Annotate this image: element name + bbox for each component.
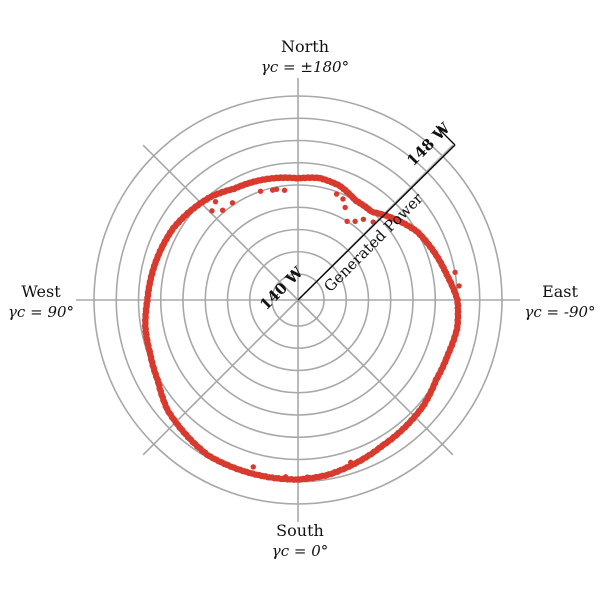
grid-spoke xyxy=(142,144,299,301)
data-point xyxy=(452,269,458,275)
data-point xyxy=(296,477,303,483)
grid-spoke xyxy=(297,299,454,456)
data-point xyxy=(348,459,354,465)
data-point xyxy=(342,204,348,211)
west-label: West xyxy=(21,282,61,301)
data-point xyxy=(212,198,219,205)
direction-labels: North γc = ±180° South γc = 0° West γc =… xyxy=(8,37,596,560)
data-point xyxy=(344,218,350,225)
east-label: East xyxy=(542,282,578,301)
data-point xyxy=(333,191,340,197)
north-gamma-label: γc = ±180° xyxy=(261,58,349,76)
east-gamma-label: γc = -90° xyxy=(524,303,595,321)
data-point xyxy=(257,188,264,194)
data-points xyxy=(141,174,462,483)
data-point xyxy=(340,196,346,202)
south-label: South xyxy=(276,521,324,540)
radial-axis-line xyxy=(297,144,456,301)
data-point xyxy=(360,216,367,222)
west-gamma-label: γc = 90° xyxy=(8,303,74,321)
data-point xyxy=(282,474,289,480)
data-point xyxy=(370,219,376,225)
radial-axis-max-label: 148 W xyxy=(403,118,454,169)
data-point xyxy=(304,474,310,480)
north-label: North xyxy=(281,37,329,56)
data-point xyxy=(209,208,215,214)
radial-axis: 140 W 148 W Generated Power xyxy=(256,118,456,314)
data-point xyxy=(456,283,462,289)
data-point xyxy=(250,464,256,470)
radial-axis-max-tick xyxy=(435,125,456,146)
data-point xyxy=(269,187,276,193)
data-point xyxy=(352,218,358,225)
data-point xyxy=(219,207,226,213)
south-gamma-label: γc = 0° xyxy=(272,542,329,560)
data-point xyxy=(281,187,288,193)
grid-spoke xyxy=(142,299,299,456)
radial-axis-min-label: 140 W xyxy=(256,262,307,313)
data-point xyxy=(229,200,236,206)
